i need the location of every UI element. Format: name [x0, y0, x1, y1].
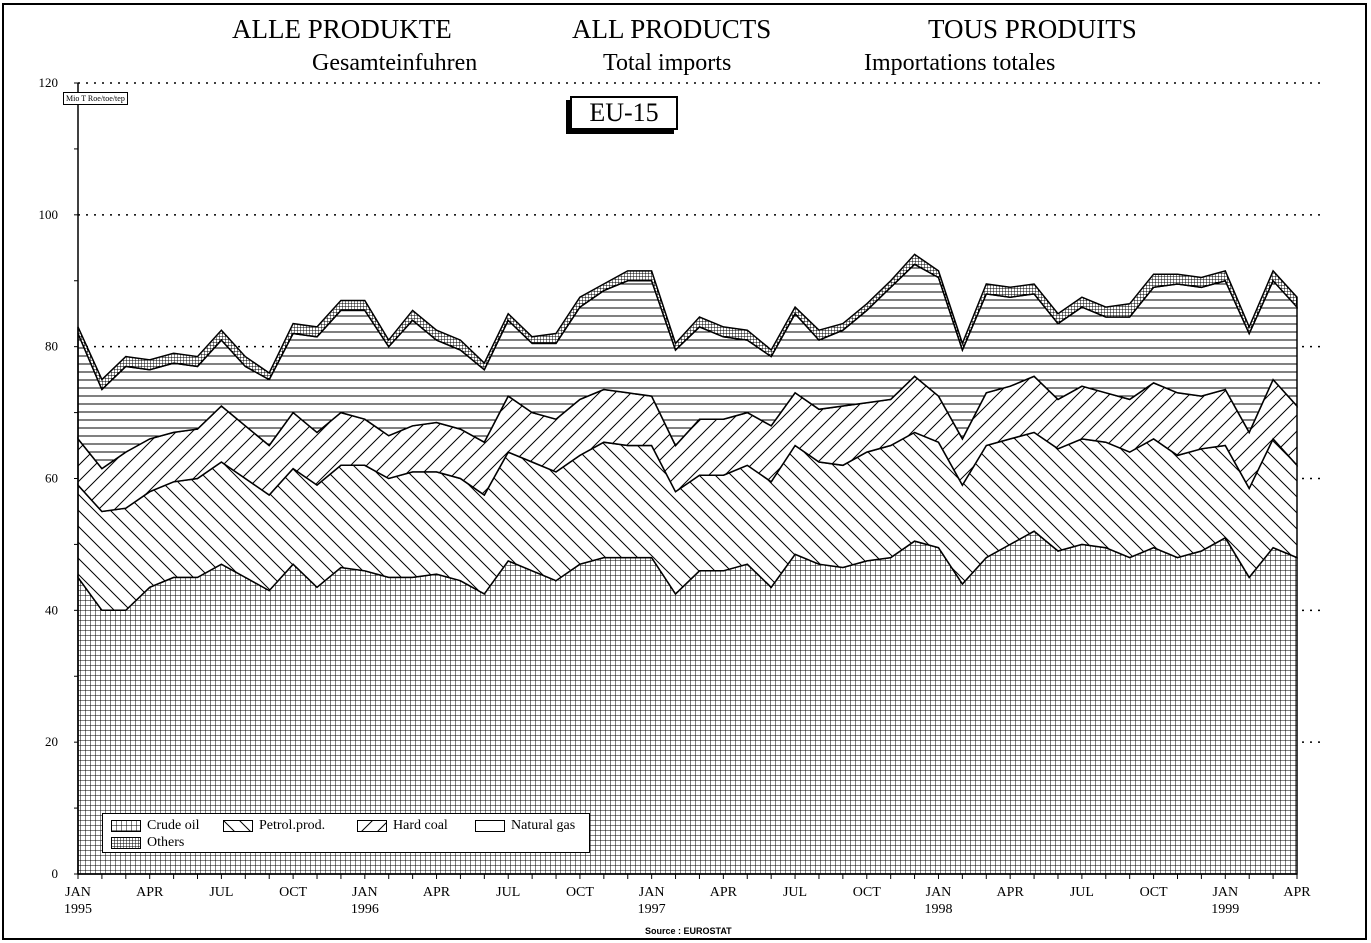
- legend-item-hard-coal: Hard coal: [357, 818, 448, 834]
- legend-item-others: Others: [111, 835, 184, 851]
- y-tick-label: 80: [45, 339, 58, 354]
- subtitle-french: Importations totales: [864, 50, 1056, 76]
- x-tick-year-label: 1996: [351, 902, 379, 917]
- x-tick-label: JUL: [1070, 885, 1094, 900]
- x-tick-label: OCT: [853, 885, 881, 900]
- x-tick-label: APR: [423, 885, 451, 900]
- title-french: TOUS PRODUITS: [928, 14, 1137, 44]
- unit-label: Mio T Roe/toe/tep: [63, 92, 128, 105]
- y-tick-label: 0: [52, 866, 59, 881]
- y-tick-label: 60: [45, 471, 58, 486]
- petrol-prod-swatch: [223, 820, 253, 832]
- x-tick-label: JAN: [65, 885, 91, 900]
- x-tick-year-label: 1997: [638, 902, 666, 917]
- legend-item-petrol-prod: Petrol.prod.: [223, 818, 325, 834]
- natural-gas-swatch: [475, 820, 505, 832]
- legend-label-others: Others: [147, 835, 185, 850]
- x-tick-label: JUL: [783, 885, 807, 900]
- x-tick-label: JAN: [926, 885, 952, 900]
- subtitle-english: Total imports: [603, 50, 732, 76]
- x-tick-label: OCT: [566, 885, 594, 900]
- title-german: ALLE PRODUKTE: [232, 14, 452, 44]
- x-tick-label: JAN: [639, 885, 665, 900]
- legend-label-natural-gas: Natural gas: [511, 818, 576, 833]
- x-tick-year-label: 1999: [1211, 902, 1239, 917]
- y-tick-label: 100: [39, 207, 59, 222]
- region-label: EU-15: [570, 96, 678, 130]
- title-english: ALL PRODUCTS: [572, 14, 772, 44]
- chart-frame: [2, 3, 1367, 940]
- source-note: Source : EUROSTAT: [645, 926, 732, 936]
- x-tick-label: OCT: [1140, 885, 1168, 900]
- x-tick-year-label: 1998: [924, 902, 952, 917]
- y-tick-label: 40: [45, 602, 58, 617]
- legend-item-natural-gas: Natural gas: [475, 818, 575, 834]
- x-tick-label: OCT: [279, 885, 307, 900]
- crude-oil-swatch: [111, 820, 141, 832]
- x-tick-label: APR: [136, 885, 164, 900]
- x-tick-label: APR: [997, 885, 1025, 900]
- x-tick-year-label: 1995: [64, 902, 92, 917]
- x-tick-label: JUL: [209, 885, 233, 900]
- x-tick-label: JAN: [352, 885, 378, 900]
- legend: Crude oil Petrol.prod. Hard coal Natural…: [102, 813, 590, 853]
- subtitle-german: Gesamteinfuhren: [312, 50, 478, 76]
- legend-item-crude-oil: Crude oil: [111, 818, 200, 834]
- hard-coal-swatch: [357, 820, 387, 832]
- x-tick-label: APR: [710, 885, 738, 900]
- x-tick-label: JAN: [1212, 885, 1238, 900]
- y-tick-label: 120: [39, 75, 59, 90]
- x-tick-label: JUL: [496, 885, 520, 900]
- x-tick-label: APR: [1283, 885, 1311, 900]
- y-tick-label: 20: [45, 734, 58, 749]
- area-others: [77, 253, 1298, 391]
- legend-label-crude-oil: Crude oil: [147, 818, 200, 833]
- others-swatch: [111, 837, 141, 849]
- legend-label-petrol-prod: Petrol.prod.: [259, 818, 326, 833]
- legend-label-hard-coal: Hard coal: [393, 818, 448, 833]
